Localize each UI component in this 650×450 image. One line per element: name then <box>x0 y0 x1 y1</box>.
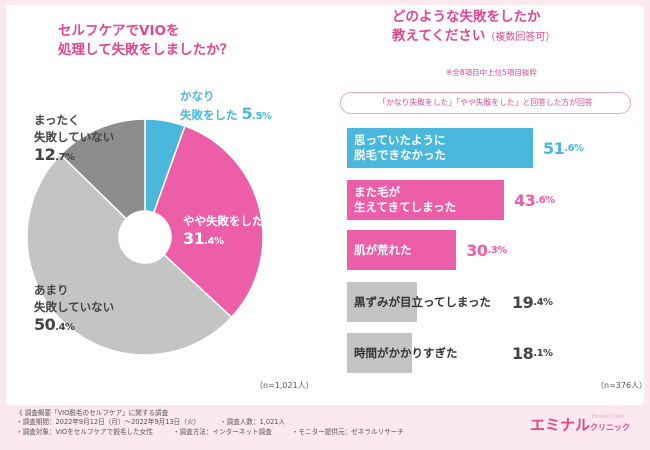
bar-row-0: 思っていたように 脱毛できなかった 51.6% <box>347 128 633 168</box>
pie-label-line2: 失敗していない <box>34 130 115 144</box>
footer-target: ・調査対象：VIOをセルフケアで脱毛した女性 <box>16 427 153 436</box>
footer-line1: 《 調査概要「VIO脱毛のセルフケア」に関する調査 <box>16 409 169 417</box>
survey-footer: 《 調査概要「VIO脱毛のセルフケア」に関する調査 ・調査期間：2022年9月1… <box>16 409 486 437</box>
bar-row-1: また毛が 生えてきてしまった 43.6% <box>347 180 604 220</box>
bar-fill <box>347 333 413 373</box>
bar-title-line2: 教えてください <box>392 28 486 44</box>
bar-value-label: 19.4% <box>512 292 553 312</box>
bar-title-note: （複数回答可） <box>485 32 556 43</box>
logo-tiny: Eminal Clinic <box>592 414 625 420</box>
bar-criteria-pill: 「かなり失敗をした」「やや失敗をした」と回答した方が回答 <box>340 92 631 114</box>
pie-label-0: かなり 失敗をした 5.5% <box>180 88 272 125</box>
footer-period: ・調査期間：2022年9月12日（月）～2022年9月13日（火） <box>16 418 201 427</box>
footer-count: ・調査人数：1,021人 <box>220 418 286 427</box>
bar-chart-title: どのような失敗をしたか 教えてください（複数回答可） <box>392 8 632 47</box>
logo-sub: クリニック <box>590 423 631 432</box>
pie-value-label: 50.4% <box>34 315 75 334</box>
pie-chart-title: セルフケアでVIOを 処理して失敗をしましたか？ <box>58 22 308 60</box>
bar-value-label: 18.1% <box>512 343 553 363</box>
bar-title-line1: どのような失敗をしたか <box>392 9 541 25</box>
footer-method: ・調査方法：インターネット調査 <box>172 427 272 436</box>
pie-sample-size: （n=1,021人） <box>255 381 314 390</box>
pie-label-line1: まったく <box>34 113 80 127</box>
pie-label-line1: あまり <box>34 283 69 297</box>
logo-main: エミナル <box>530 416 591 434</box>
bar-fill <box>347 282 417 322</box>
bar-row-4: 時間がかかりすぎた 18.1% <box>347 333 553 373</box>
bar-value-label: 43.6% <box>514 190 555 210</box>
bar-value-label: 51.6% <box>543 138 584 158</box>
pie-slice-2 <box>26 153 233 356</box>
eminal-logo: Eminal Clinic エミナルクリニック <box>530 410 640 440</box>
bar-category-label: 肌が荒れた <box>354 242 412 257</box>
bar-row-3: 黒ずみが目立ってしまった 19.4% <box>347 282 553 322</box>
pie-label-2: あまり失敗していない 50.4% <box>34 282 114 336</box>
footer-provider: ・モニター提供元：ゼネラルリサーチ <box>291 427 404 436</box>
bar-category-label: 時間がかかりすぎた <box>354 345 458 360</box>
pie-slice-1 <box>152 125 264 319</box>
pie-title-line2: 処理して失敗をしましたか？ <box>58 42 234 58</box>
bar-fill <box>347 180 505 220</box>
bar-category-label: 黒ずみが目立ってしまった <box>354 294 491 309</box>
pie-label-1: やや失敗をした 31.4% <box>183 213 264 250</box>
bar-category-label: 思っていたように 脱毛できなかった <box>354 133 446 162</box>
bar-value-label: 30.3% <box>466 240 507 260</box>
pie-value-label: 31.4% <box>183 229 224 248</box>
pie-title-line1: セルフケアでVIOを <box>58 23 180 39</box>
bar-fill <box>347 230 457 270</box>
pie-label-3: まったく失敗していない 12.7% <box>34 112 114 166</box>
bar-category-label: また毛が 生えてきてしまった <box>354 185 457 214</box>
bar-sample-size: （n=376人） <box>596 381 648 390</box>
pie-value-label: 12.7% <box>34 145 75 164</box>
bar-fill <box>347 128 533 168</box>
bar-row-2: 肌が荒れた 30.3% <box>347 230 556 270</box>
pie-label-line1: やや失敗をした <box>183 214 264 228</box>
pie-value-label: 5.5% <box>241 104 272 123</box>
pie-slice-3 <box>59 118 146 220</box>
pie-label-line2: 失敗をした 5.5% <box>180 104 272 123</box>
pie-label-line1: かなり <box>180 89 215 103</box>
pie-label-line2: 失敗していない <box>34 300 115 314</box>
bar-chart-note: ※全8項目中上位5項目抜粋 <box>446 68 537 77</box>
